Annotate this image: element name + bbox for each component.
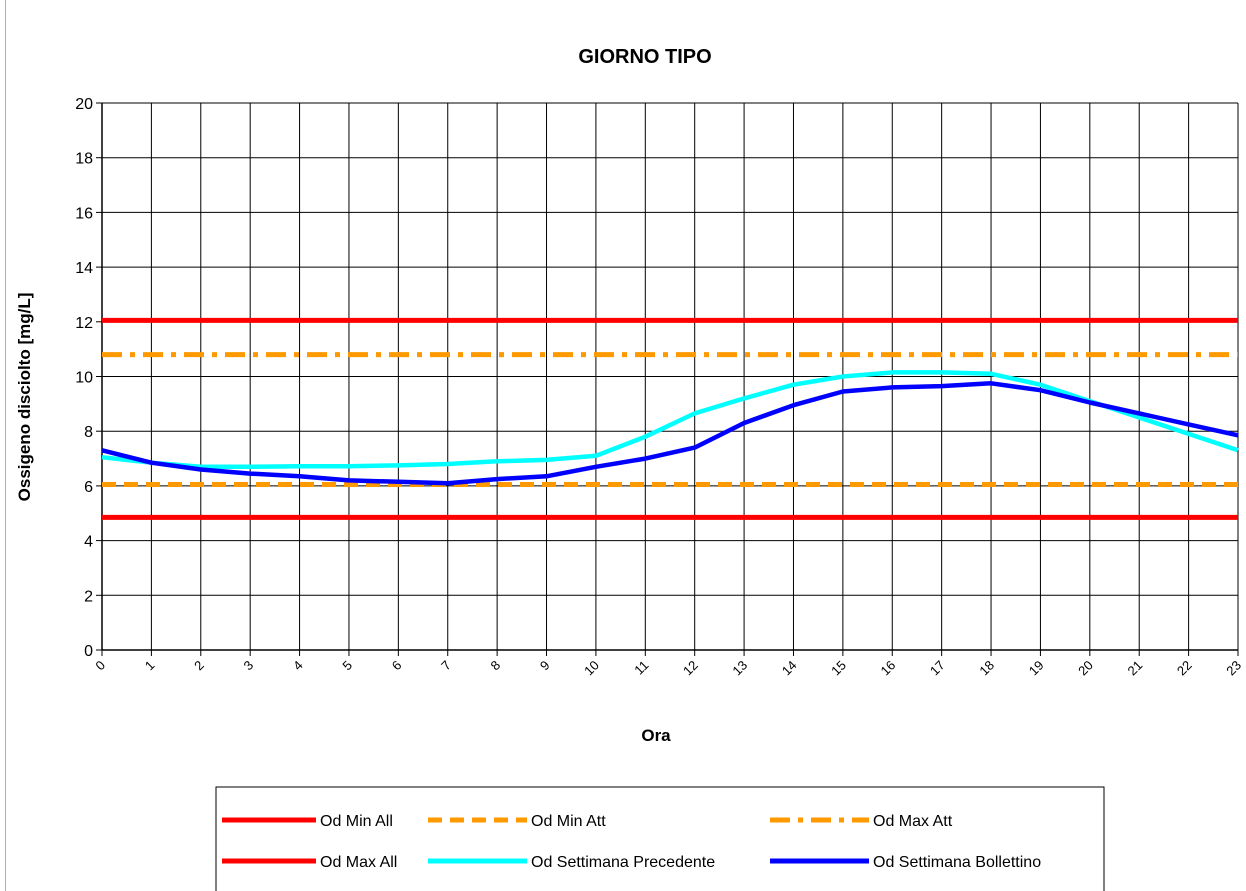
legend-od-settimana-precedente-label: Od Settimana Precedente: [531, 854, 715, 871]
x-tick-label: 22: [1174, 658, 1195, 679]
legend-box: [215, 786, 1105, 891]
x-tick-label: 2: [191, 658, 207, 674]
y-tick-label: 16: [75, 205, 93, 222]
series-lines: [101, 317, 1239, 520]
x-tick-label: 18: [976, 658, 997, 679]
x-tick-label: 15: [828, 658, 849, 679]
x-tick-label: 7: [438, 658, 454, 674]
series-od-settimana-precedente-line: [101, 370, 1239, 470]
legend-od-min-all-label: Od Min All: [320, 813, 393, 830]
legend-od-max-att-label: Od Max Att: [873, 813, 953, 830]
x-tick-label: 16: [878, 658, 899, 679]
x-tick-label: 23: [1223, 658, 1244, 679]
legend: Od Min All Od Min Att Od Max Att Od Max All…: [215, 786, 1105, 891]
y-tick-labels: 0 2 4 6 8 10 12 14 16 18 20: [75, 96, 93, 660]
y-axis-title: Ossigeno disciolto [mg/L]: [15, 293, 34, 502]
y-tick-label: 18: [75, 151, 93, 168]
x-tick-label: 20: [1075, 658, 1096, 679]
x-axis-title: Ora: [641, 726, 671, 745]
x-tick-label: 19: [1026, 658, 1047, 679]
y-tick-label: 0: [84, 643, 93, 660]
legend-od-min-att-label: Od Min Att: [531, 813, 606, 830]
x-tick-label: 17: [927, 658, 948, 679]
x-tick-label: 13: [729, 658, 750, 679]
x-tick-label: 14: [779, 658, 800, 679]
y-tick-label: 10: [75, 370, 93, 387]
y-tick-label: 20: [75, 96, 93, 113]
series-od-settimana-bollettino-line: [101, 381, 1239, 486]
legend-od-settimana-bollettino-label: Od Settimana Bollettino: [873, 854, 1041, 871]
y-tick-label: 8: [84, 424, 93, 441]
x-tick-label: 3: [241, 658, 257, 674]
y-tick-label: 4: [84, 534, 93, 551]
x-tick-label: 5: [339, 658, 355, 674]
axes: [96, 102, 1239, 656]
x-tick-label: 6: [389, 658, 405, 674]
x-tick-label: 9: [537, 658, 553, 674]
x-tick-label: 0: [92, 658, 108, 674]
x-tick-label: 8: [488, 658, 504, 674]
legend-od-max-all-label: Od Max All: [320, 854, 397, 871]
y-tick-label: 6: [84, 479, 93, 496]
x-tick-label: 1: [142, 658, 158, 674]
y-tick-label: 14: [75, 260, 93, 277]
y-tick-label: 12: [75, 315, 93, 332]
x-tick-label: 11: [631, 658, 651, 678]
x-tick-label: 12: [680, 658, 701, 679]
x-tick-label: 4: [290, 658, 306, 674]
chart-title: GIORNO TIPO: [578, 46, 711, 68]
x-tick-labels: 0 1 2 3 4 5 6 7 8 9 10 11 12 13 14 15 16 17 18 19 20 21 22 23: [92, 658, 1244, 679]
y-tick-label: 2: [84, 588, 93, 605]
window-edge: [5, 0, 6, 891]
x-tick-label: 10: [581, 658, 602, 679]
x-tick-label: 21: [1125, 658, 1146, 679]
